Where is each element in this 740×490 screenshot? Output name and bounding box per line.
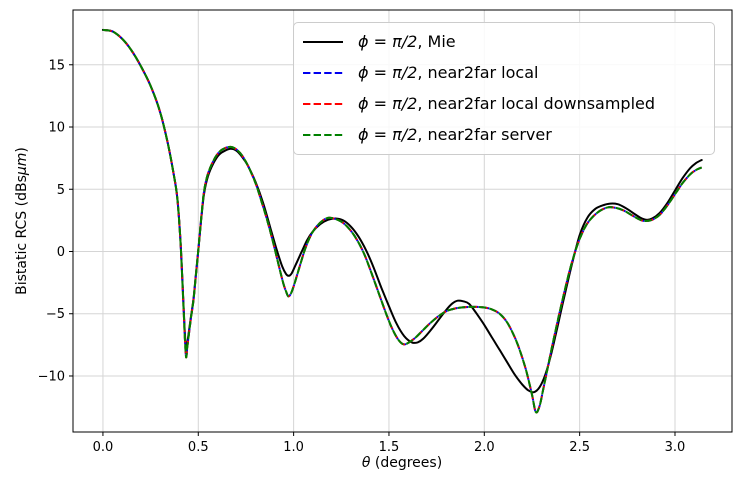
- x-tick-label: 1.5: [379, 440, 400, 455]
- legend-line-mie-icon: [303, 41, 343, 44]
- y-axis-label: Bistatic RCS (dBsμm): [14, 147, 30, 295]
- legend-line-near2far-local-downsampled-icon: [303, 102, 343, 105]
- x-tick-label: 1.0: [283, 440, 304, 455]
- curves-group: [101, 28, 703, 414]
- curve-series-3: [102, 28, 703, 414]
- x-axis-label: θ (degrees): [361, 455, 443, 471]
- y-tick-label: −10: [38, 369, 65, 384]
- legend-line-near2far-server-icon: [303, 133, 343, 136]
- y-tick-label: −5: [46, 307, 65, 322]
- x-tick-label: 2.5: [569, 440, 590, 455]
- x-tick-label: 2.0: [474, 440, 495, 455]
- legend-item-mie: ϕ = π/2, Mie: [302, 27, 714, 57]
- x-tick-label: 0.5: [188, 440, 209, 455]
- y-tick-label: 5: [57, 183, 65, 198]
- y-tick-label: 10: [48, 121, 65, 136]
- axes-spines: [72, 9, 733, 433]
- legend-label-near2far-local-downsampled: ϕ = π/2, near2far local downsampled: [358, 93, 656, 113]
- y-tick-label: 15: [48, 58, 65, 73]
- legend-item-near2far-local: ϕ = π/2, near2far local: [302, 58, 714, 88]
- legend-line-near2far-local-icon: [303, 72, 343, 75]
- x-tick-label: 0.0: [93, 440, 114, 455]
- y-tick-label: 0: [57, 245, 65, 260]
- legend-item-near2far-server: ϕ = π/2, near2far server: [302, 120, 714, 150]
- legend-label-mie: ϕ = π/2, Mie: [358, 32, 456, 52]
- x-tick-label: 3.0: [665, 440, 686, 455]
- legend: ϕ = π/2, Mie ϕ = π/2, near2far local ϕ =…: [293, 22, 715, 155]
- legend-item-near2far-local-downsampled: ϕ = π/2, near2far local downsampled: [302, 89, 714, 119]
- legend-label-near2far-local: ϕ = π/2, near2far local: [358, 63, 539, 83]
- legend-label-near2far-server: ϕ = π/2, near2far server: [358, 124, 552, 144]
